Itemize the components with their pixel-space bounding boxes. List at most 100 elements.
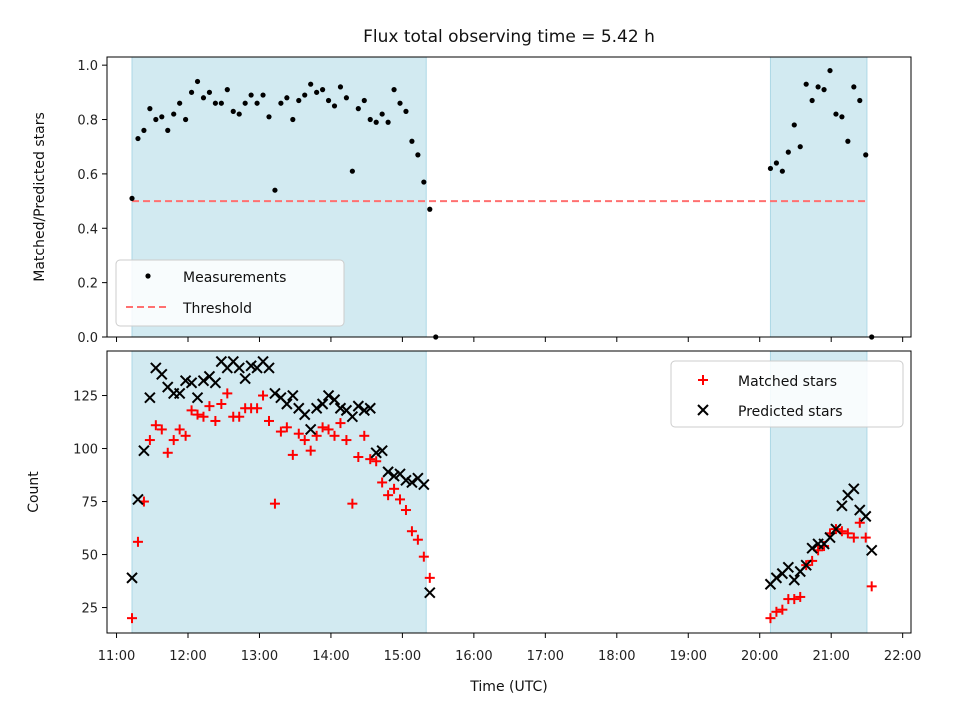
predicted-star-point [316, 398, 329, 410]
predicted-star-point [287, 389, 299, 402]
predicted-marker-b [400, 474, 412, 487]
x-tick-label: 16:00 [455, 649, 492, 664]
measurement-point [809, 97, 815, 104]
measurement-point [159, 114, 165, 120]
predicted-marker-b [150, 362, 162, 374]
predicted-marker-b [144, 391, 156, 404]
matched-star-point [789, 594, 800, 605]
top-y-tick-label: 1.0 [77, 59, 98, 74]
predicted-marker-b [788, 574, 800, 586]
top-y-tick-label: 0.8 [77, 114, 98, 129]
measurement-point [129, 195, 135, 201]
predicted-marker-b [197, 374, 210, 387]
predicted-marker-b [418, 478, 430, 491]
matched-star-point [198, 411, 209, 422]
predicted-marker-b [304, 423, 317, 436]
measurement-point [857, 97, 863, 104]
legend-matched-marker [698, 375, 708, 385]
measurement-point [242, 100, 248, 106]
observing-window-2 [769, 56, 868, 338]
predicted-marker-b [406, 476, 418, 489]
predicted-star-point [156, 368, 168, 381]
measurement-point [212, 100, 218, 106]
predicted-star-point [830, 523, 842, 535]
measurement-point [302, 92, 308, 98]
top-legend-box [115, 259, 345, 327]
top-panel-title: Flux total observing time = 5.42 h [363, 27, 655, 47]
predicted-marker-b [162, 381, 174, 393]
predicted-marker-b [263, 362, 275, 374]
predicted-marker-b [394, 468, 406, 480]
measurement-point [827, 67, 833, 74]
measurement-point [308, 81, 314, 87]
matched-star-point [293, 428, 304, 439]
predicted-star-point [322, 389, 335, 402]
predicted-marker-b [209, 377, 222, 389]
matched-star-point [329, 430, 340, 441]
predicted-marker-b [860, 510, 872, 523]
measurement-point [833, 111, 839, 117]
predicted-marker-b [185, 377, 198, 389]
measurement-point [331, 103, 338, 109]
measurement-point [337, 84, 344, 90]
predicted-marker-b [346, 411, 359, 423]
matched-star-point [418, 551, 429, 562]
x-tick-label: 22:00 [884, 649, 921, 664]
predicted-star-point [800, 559, 812, 571]
matched-star-point [216, 399, 227, 410]
bottom-y-tick-label: 50 [81, 549, 98, 564]
predicted-marker-b [697, 404, 709, 416]
bottom-y-tick-label: 125 [73, 390, 98, 405]
matched-star-point [311, 430, 322, 441]
measurement-point [183, 116, 189, 123]
matched-star-point [144, 435, 155, 446]
predicted-star-point [197, 374, 210, 387]
matched-star-point [377, 477, 388, 488]
measurement-point [373, 119, 379, 125]
predicted-star-point [239, 372, 251, 385]
matched-star-point [174, 424, 185, 435]
legend-threshold-label: Threshold [182, 301, 252, 317]
predicted-marker-b [173, 387, 186, 400]
predicted-marker-b [328, 394, 341, 406]
predicted-star-point [328, 394, 341, 406]
predicted-star-point [836, 500, 848, 512]
matched-star-point [842, 528, 853, 539]
matched-star-point [341, 435, 352, 446]
measurement-point [135, 135, 141, 142]
matched-star-point [156, 424, 167, 435]
predicted-marker-b [293, 402, 305, 414]
measurement-point [236, 111, 242, 117]
matched-star-point [168, 435, 179, 446]
predicted-star-point [824, 531, 836, 544]
predicted-marker-b [275, 391, 287, 404]
top-y-axis-label: Matched/Predicted stars [32, 112, 48, 282]
measurement-point [803, 81, 809, 87]
matched-star-point [192, 409, 203, 420]
predicted-marker-b [126, 572, 138, 584]
predicted-marker-b [382, 466, 394, 478]
predicted-marker-b [281, 398, 293, 410]
x-tick-label: 20:00 [741, 649, 778, 664]
measurement-point [779, 168, 785, 174]
matched-star-point [777, 604, 788, 615]
predicted-star-point [848, 483, 860, 495]
predicted-marker-b [233, 362, 245, 374]
matched-star-point [281, 422, 292, 433]
matched-star-point [323, 424, 334, 435]
matched-star-point [180, 430, 191, 441]
measurement-point [206, 89, 213, 95]
x-tick-label: 12:00 [169, 649, 206, 664]
predicted-marker-b [854, 504, 866, 516]
measurement-point [177, 100, 183, 106]
predicted-star-point [144, 391, 156, 404]
predicted-marker-b [227, 355, 239, 368]
measurement-point [260, 92, 266, 98]
top-legend: Measurements Threshold [115, 259, 345, 327]
predicted-star-point [352, 400, 365, 412]
predicted-marker-b [848, 483, 860, 495]
measurement-point [230, 108, 236, 114]
measurement-point [403, 108, 409, 114]
measurement-point [284, 95, 290, 101]
